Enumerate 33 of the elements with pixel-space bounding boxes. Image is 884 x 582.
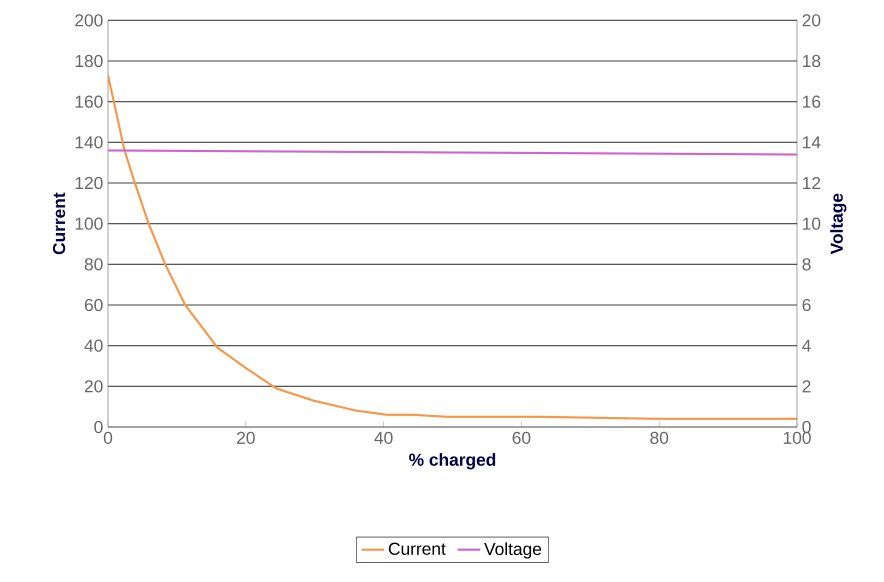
x-tick-label: 20 [237,432,255,444]
y-tick-label: 100 [76,218,103,230]
x-tick-label: 60 [512,432,530,444]
y2-tick-label: 12 [803,176,820,190]
y-tick-label: 200 [75,14,103,26]
y-tick-label: 120 [76,176,103,190]
y-tick-label: 0 [94,420,103,434]
y2-tick-label: 2 [802,380,810,392]
y-axis-title: Current [52,192,66,254]
y2-tick-label: 8 [802,258,811,270]
y-tick-label: 40 [84,340,103,352]
legend-label: Current [388,542,446,555]
x-tick-label: 40 [374,432,393,444]
y-tick-label: 60 [84,298,103,312]
x-axis-title: % charged [409,453,496,470]
y-tick-label: 180 [76,54,103,68]
legend-label: Voltage [484,542,542,559]
y2-tick-label: 4 [802,340,811,352]
x-tick-label: 0 [104,432,112,444]
y-tick-label: 80 [84,258,103,270]
y2-axis-title: Voltage [830,194,846,254]
y2-tick-label: 6 [802,298,811,312]
y-tick-label: 20 [84,380,103,392]
y-tick-label: 160 [76,96,103,108]
y2-tick-label: 20 [802,14,820,26]
y2-tick-label: 10 [803,218,820,230]
y2-tick-label: 18 [803,54,820,68]
x-tick-label: 80 [650,432,668,444]
y2-tick-label: 14 [803,136,820,148]
line-series [108,74,798,420]
y-tick-label: 140 [76,136,103,148]
y2-tick-label: 16 [803,96,820,108]
x-tick-label: 100 [784,432,811,444]
